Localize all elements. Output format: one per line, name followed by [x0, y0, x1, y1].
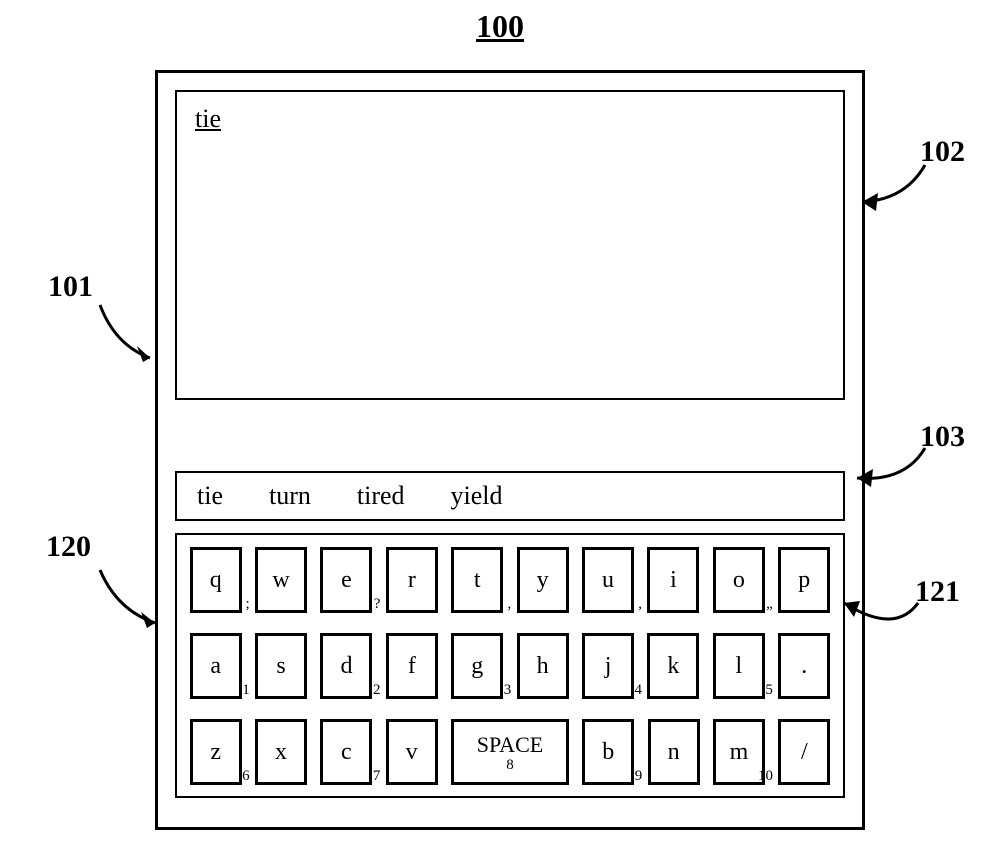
suggestion-bar: tie turn tired yield — [175, 471, 845, 521]
suggestion-3[interactable]: tired — [357, 481, 405, 511]
suggestion-4[interactable]: yield — [451, 481, 503, 511]
key-i[interactable]: i — [647, 547, 699, 613]
typed-text: tie — [195, 104, 221, 133]
key-t[interactable]: t, — [451, 547, 503, 613]
leader-120 — [95, 545, 180, 635]
callout-120: 120 — [46, 530, 91, 564]
key-w[interactable]: w — [255, 547, 307, 613]
key-space[interactable]: SPACE8 — [451, 719, 569, 785]
text-display-area: tie — [175, 90, 845, 400]
key-a[interactable]: a1 — [190, 633, 242, 699]
keyboard-row-3: z6xc7vSPACE8b9nm10/ — [177, 719, 843, 785]
key-u[interactable]: u, — [582, 547, 634, 613]
key-f[interactable]: f — [386, 633, 438, 699]
key-m[interactable]: m10 — [713, 719, 765, 785]
key-p[interactable]: p — [778, 547, 830, 613]
key-g[interactable]: g3 — [451, 633, 503, 699]
suggestion-1[interactable]: tie — [197, 481, 223, 511]
suggestion-2[interactable]: turn — [269, 481, 311, 511]
figure-number: 100 — [476, 8, 524, 45]
leader-103 — [845, 420, 940, 500]
keyboard-frame: q;we?rt,yu,io„p a1sd2fg3hj4kl5. z6xc7vSP… — [175, 533, 845, 798]
leader-101 — [95, 280, 175, 370]
key-z[interactable]: z6 — [190, 719, 242, 785]
key-k[interactable]: k — [647, 633, 699, 699]
leader-121 — [830, 555, 930, 645]
key-x[interactable]: x — [255, 719, 307, 785]
key-o[interactable]: o„ — [713, 547, 765, 613]
key-j[interactable]: j4 — [582, 633, 634, 699]
key-n[interactable]: n — [648, 719, 700, 785]
callout-101: 101 — [48, 270, 93, 304]
key-b[interactable]: b9 — [582, 719, 634, 785]
leader-102 — [850, 140, 940, 220]
key-/[interactable]: / — [778, 719, 830, 785]
key-v[interactable]: v — [386, 719, 438, 785]
key-h[interactable]: h — [517, 633, 569, 699]
key-q[interactable]: q; — [190, 547, 242, 613]
device-frame: tie tie turn tired yield q;we?rt,yu,io„p… — [155, 70, 865, 830]
key-c[interactable]: c7 — [320, 719, 372, 785]
keyboard-row-2: a1sd2fg3hj4kl5. — [177, 633, 843, 699]
key-r[interactable]: r — [386, 547, 438, 613]
keyboard-row-1: q;we?rt,yu,io„p — [177, 547, 843, 613]
key-.[interactable]: . — [778, 633, 830, 699]
key-d[interactable]: d2 — [320, 633, 372, 699]
key-y[interactable]: y — [517, 547, 569, 613]
key-e[interactable]: e? — [320, 547, 372, 613]
key-l[interactable]: l5 — [713, 633, 765, 699]
key-s[interactable]: s — [255, 633, 307, 699]
